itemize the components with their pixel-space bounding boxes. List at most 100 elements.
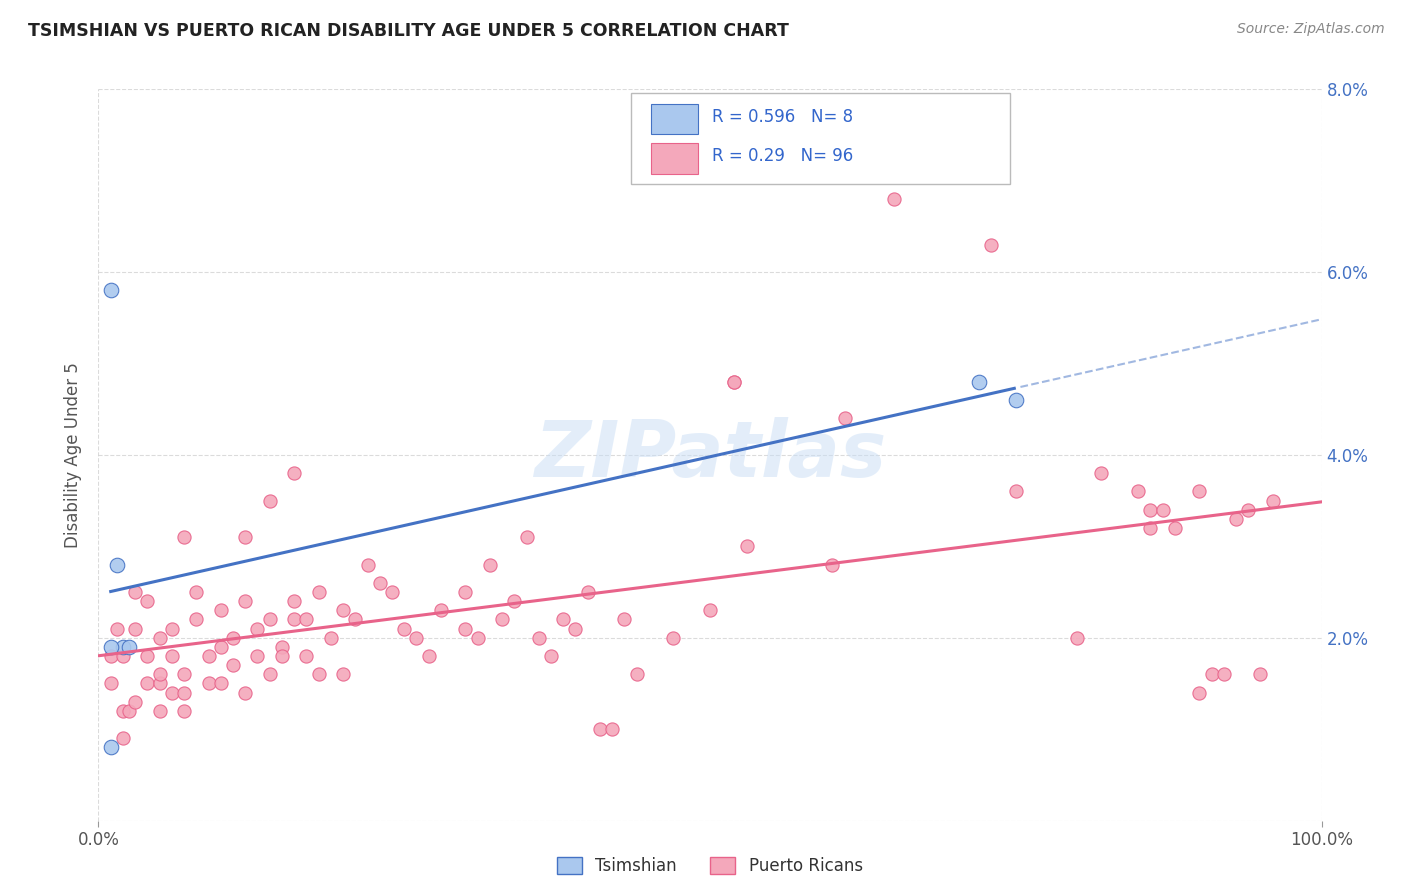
Point [392, 622, 416, 636]
Point [454, 622, 477, 636]
FancyBboxPatch shape [630, 93, 1010, 185]
Point [136, 649, 159, 664]
Point [100, 284, 122, 298]
Point [1188, 484, 1211, 499]
Text: R = 0.29   N= 96: R = 0.29 N= 96 [713, 147, 853, 165]
Point [1249, 667, 1271, 681]
Point [735, 539, 758, 553]
Point [967, 375, 990, 389]
Point [540, 649, 562, 664]
Bar [651, 144, 697, 174]
Point [883, 192, 905, 206]
Point [723, 375, 745, 389]
Point [1004, 392, 1026, 407]
Text: Source: ZipAtlas.com: Source: ZipAtlas.com [1237, 22, 1385, 37]
Point [1261, 493, 1284, 508]
Point [197, 649, 219, 664]
Point [136, 594, 159, 608]
Point [1188, 685, 1211, 699]
Point [699, 603, 721, 617]
Point [295, 613, 318, 627]
Point [515, 530, 537, 544]
Point [564, 622, 586, 636]
Point [295, 649, 318, 664]
Point [160, 622, 183, 636]
Point [418, 649, 440, 664]
Point [576, 585, 599, 599]
Point [209, 640, 232, 654]
Point [197, 676, 219, 690]
Point [723, 375, 745, 389]
Point [259, 613, 281, 627]
Point [344, 613, 367, 627]
Point [980, 237, 1002, 252]
Point [111, 640, 134, 654]
Point [308, 667, 330, 681]
Point [270, 649, 294, 664]
Point [381, 585, 404, 599]
Point [368, 576, 391, 591]
Point [405, 631, 427, 645]
Point [1201, 667, 1223, 681]
Point [1090, 466, 1112, 480]
Point [173, 667, 195, 681]
Point [246, 622, 269, 636]
Point [124, 585, 146, 599]
Point [430, 603, 453, 617]
Point [1139, 521, 1161, 535]
Point [1066, 631, 1088, 645]
Point [1128, 484, 1150, 499]
Point [283, 594, 305, 608]
Point [589, 723, 612, 737]
Point [1225, 512, 1247, 526]
Point [222, 631, 245, 645]
Point [118, 704, 141, 718]
Point [124, 622, 146, 636]
Point [100, 740, 122, 755]
Point [332, 667, 354, 681]
Point [491, 613, 513, 627]
Point [834, 411, 856, 425]
Point [111, 731, 134, 746]
Point [233, 685, 256, 699]
Point [149, 704, 172, 718]
Point [503, 594, 526, 608]
Point [105, 622, 128, 636]
Point [246, 649, 269, 664]
Point [1139, 502, 1161, 516]
Point [662, 631, 685, 645]
Point [111, 704, 134, 718]
Point [308, 585, 330, 599]
Point [118, 640, 141, 654]
Point [124, 695, 146, 709]
Point [626, 667, 648, 681]
Point [160, 685, 183, 699]
Point [186, 613, 208, 627]
Point [1152, 502, 1174, 516]
Point [467, 631, 489, 645]
Point [527, 631, 550, 645]
Point [356, 558, 378, 572]
Point [283, 613, 305, 627]
Point [600, 723, 623, 737]
Text: R = 0.596   N= 8: R = 0.596 N= 8 [713, 108, 853, 126]
Y-axis label: Disability Age Under 5: Disability Age Under 5 [65, 362, 83, 548]
Point [105, 558, 128, 572]
Point [149, 667, 172, 681]
Point [111, 649, 134, 664]
Point [233, 530, 256, 544]
Point [173, 685, 195, 699]
Point [259, 493, 281, 508]
Point [136, 676, 159, 690]
Legend: Tsimshian, Puerto Ricans: Tsimshian, Puerto Ricans [551, 850, 869, 882]
Point [259, 667, 281, 681]
Point [173, 530, 195, 544]
Point [233, 594, 256, 608]
Point [173, 704, 195, 718]
Point [821, 558, 844, 572]
Point [100, 649, 122, 664]
Point [160, 649, 183, 664]
Point [332, 603, 354, 617]
Point [222, 658, 245, 673]
Point [100, 676, 122, 690]
